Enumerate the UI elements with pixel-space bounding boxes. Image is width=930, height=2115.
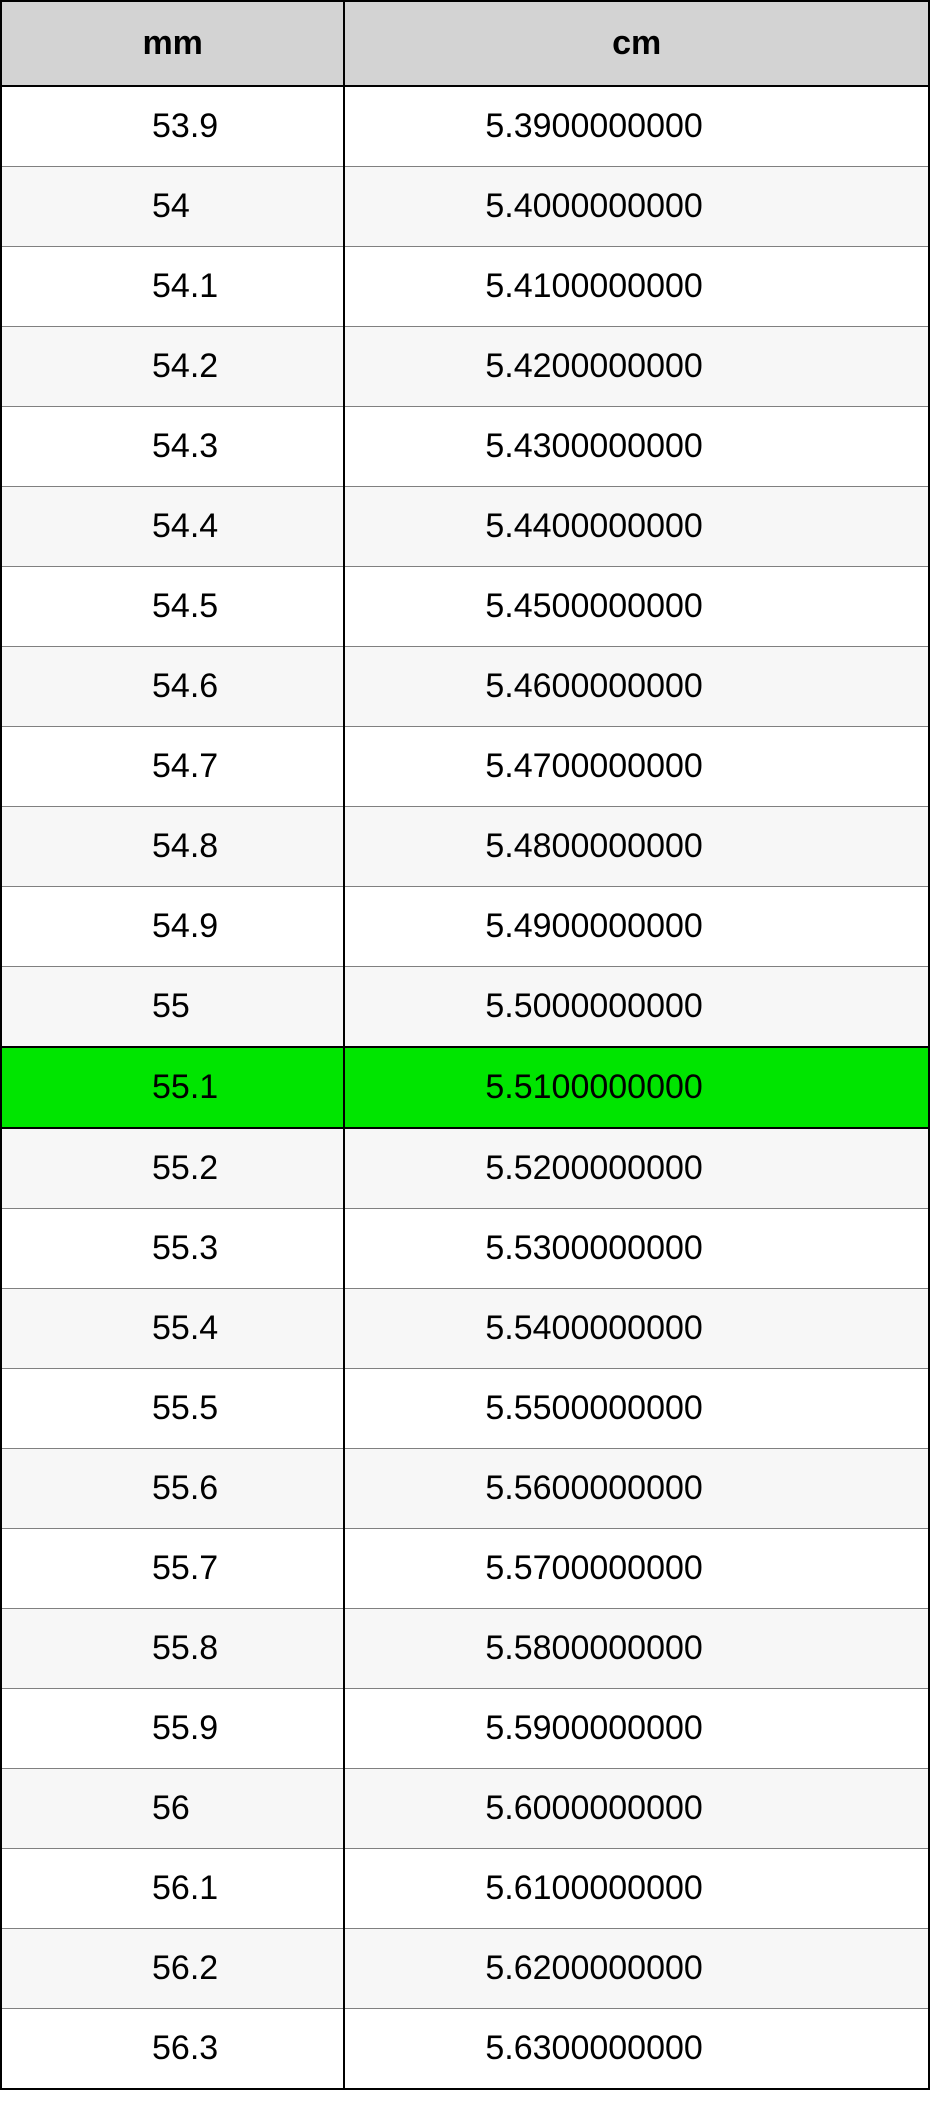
table-row: 54.75.4700000000	[1, 727, 929, 807]
cell-mm: 56.3	[1, 2009, 344, 2090]
cell-mm: 54.3	[1, 407, 344, 487]
table-row: 54.15.4100000000	[1, 247, 929, 327]
cell-mm: 55.2	[1, 1128, 344, 1209]
cell-cm: 5.4700000000	[344, 727, 929, 807]
cell-mm: 54.6	[1, 647, 344, 727]
table-row: 55.15.5100000000	[1, 1047, 929, 1128]
table-row: 565.6000000000	[1, 1769, 929, 1849]
table-row: 55.55.5500000000	[1, 1369, 929, 1449]
cell-cm: 5.5100000000	[344, 1047, 929, 1128]
cell-mm: 54.1	[1, 247, 344, 327]
cell-cm: 5.5000000000	[344, 967, 929, 1048]
table-row: 54.25.4200000000	[1, 327, 929, 407]
table-row: 54.95.4900000000	[1, 887, 929, 967]
cell-cm: 5.6000000000	[344, 1769, 929, 1849]
cell-mm: 55.6	[1, 1449, 344, 1529]
cell-cm: 5.5200000000	[344, 1128, 929, 1209]
cell-cm: 5.5600000000	[344, 1449, 929, 1529]
cell-cm: 5.4000000000	[344, 167, 929, 247]
cell-cm: 5.4400000000	[344, 487, 929, 567]
table-row: 56.15.6100000000	[1, 1849, 929, 1929]
table-row: 55.65.5600000000	[1, 1449, 929, 1529]
table-row: 55.45.5400000000	[1, 1289, 929, 1369]
cell-cm: 5.4900000000	[344, 887, 929, 967]
cell-mm: 56.1	[1, 1849, 344, 1929]
table-row: 55.95.5900000000	[1, 1689, 929, 1769]
cell-cm: 5.5500000000	[344, 1369, 929, 1449]
cell-mm: 56	[1, 1769, 344, 1849]
cell-mm: 55.3	[1, 1209, 344, 1289]
cell-mm: 55.8	[1, 1609, 344, 1689]
cell-cm: 5.6300000000	[344, 2009, 929, 2090]
cell-mm: 54.8	[1, 807, 344, 887]
table-row: 54.45.4400000000	[1, 487, 929, 567]
cell-cm: 5.4600000000	[344, 647, 929, 727]
cell-mm: 53.9	[1, 86, 344, 167]
table-row: 545.4000000000	[1, 167, 929, 247]
table-row: 55.85.5800000000	[1, 1609, 929, 1689]
table-row: 55.25.5200000000	[1, 1128, 929, 1209]
cell-cm: 5.5900000000	[344, 1689, 929, 1769]
table-row: 53.95.3900000000	[1, 86, 929, 167]
table-row: 55.35.5300000000	[1, 1209, 929, 1289]
table-row: 54.35.4300000000	[1, 407, 929, 487]
cell-cm: 5.4100000000	[344, 247, 929, 327]
cell-mm: 54.4	[1, 487, 344, 567]
cell-cm: 5.4300000000	[344, 407, 929, 487]
cell-cm: 5.6200000000	[344, 1929, 929, 2009]
table-row: 555.5000000000	[1, 967, 929, 1048]
cell-cm: 5.4200000000	[344, 327, 929, 407]
cell-mm: 55.7	[1, 1529, 344, 1609]
table-header-row: mm cm	[1, 1, 929, 86]
cell-mm: 56.2	[1, 1929, 344, 2009]
cell-cm: 5.5300000000	[344, 1209, 929, 1289]
cell-cm: 5.5700000000	[344, 1529, 929, 1609]
table-row: 56.25.6200000000	[1, 1929, 929, 2009]
cell-mm: 54.5	[1, 567, 344, 647]
table-row: 54.85.4800000000	[1, 807, 929, 887]
cell-mm: 55	[1, 967, 344, 1048]
cell-mm: 55.4	[1, 1289, 344, 1369]
cell-mm: 55.9	[1, 1689, 344, 1769]
table-row: 54.55.4500000000	[1, 567, 929, 647]
cell-cm: 5.3900000000	[344, 86, 929, 167]
cell-cm: 5.4500000000	[344, 567, 929, 647]
cell-mm: 54.2	[1, 327, 344, 407]
column-header-cm: cm	[344, 1, 929, 86]
table-row: 56.35.6300000000	[1, 2009, 929, 2090]
table-row: 55.75.5700000000	[1, 1529, 929, 1609]
cell-cm: 5.5400000000	[344, 1289, 929, 1369]
cell-mm: 54	[1, 167, 344, 247]
cell-cm: 5.5800000000	[344, 1609, 929, 1689]
cell-mm: 55.1	[1, 1047, 344, 1128]
cell-mm: 54.7	[1, 727, 344, 807]
cell-cm: 5.6100000000	[344, 1849, 929, 1929]
cell-mm: 54.9	[1, 887, 344, 967]
cell-mm: 55.5	[1, 1369, 344, 1449]
conversion-table: mm cm 53.95.3900000000545.400000000054.1…	[0, 0, 930, 2090]
cell-cm: 5.4800000000	[344, 807, 929, 887]
table-row: 54.65.4600000000	[1, 647, 929, 727]
column-header-mm: mm	[1, 1, 344, 86]
